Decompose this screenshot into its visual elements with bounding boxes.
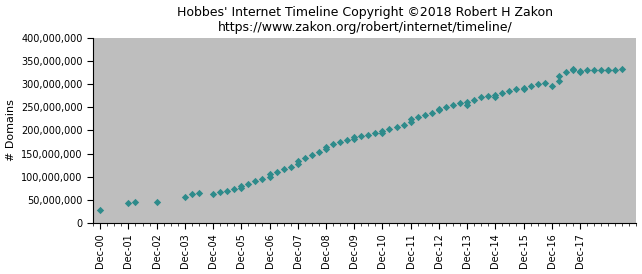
Point bbox=[392, 125, 402, 129]
Point bbox=[568, 67, 578, 71]
Point bbox=[321, 147, 331, 151]
Point bbox=[568, 68, 578, 72]
Point bbox=[300, 156, 310, 160]
Point bbox=[293, 162, 303, 166]
Point bbox=[420, 113, 430, 117]
Point bbox=[314, 150, 324, 154]
Point bbox=[222, 189, 232, 193]
Point bbox=[434, 106, 444, 111]
Point bbox=[469, 98, 480, 102]
Point bbox=[603, 68, 613, 72]
Point bbox=[483, 93, 494, 98]
Point bbox=[279, 167, 289, 172]
Point bbox=[525, 84, 535, 88]
Point bbox=[370, 130, 381, 135]
Title: Hobbes' Internet Timeline Copyright ©2018 Robert H Zakon
https://www.zakon.org/r: Hobbes' Internet Timeline Copyright ©201… bbox=[177, 5, 553, 33]
Point bbox=[519, 87, 529, 92]
Point bbox=[455, 101, 465, 105]
Point bbox=[377, 130, 388, 135]
Point bbox=[215, 190, 225, 194]
Point bbox=[208, 192, 218, 196]
Point bbox=[441, 104, 451, 109]
Point bbox=[498, 90, 508, 95]
Point bbox=[321, 144, 331, 149]
Point bbox=[286, 164, 296, 169]
Point bbox=[335, 140, 345, 144]
Point bbox=[512, 87, 522, 91]
Point bbox=[152, 200, 162, 204]
Point bbox=[610, 67, 620, 72]
Point bbox=[582, 68, 592, 73]
Point bbox=[603, 68, 613, 72]
Point bbox=[596, 67, 606, 72]
Point bbox=[505, 89, 515, 93]
Point bbox=[462, 102, 473, 107]
Point bbox=[560, 70, 571, 75]
Point bbox=[434, 108, 444, 113]
Point bbox=[95, 207, 105, 212]
Point bbox=[194, 191, 204, 195]
Point bbox=[553, 78, 564, 83]
Point bbox=[328, 142, 338, 146]
Point bbox=[356, 134, 367, 138]
Point bbox=[385, 127, 395, 132]
Point bbox=[589, 68, 599, 72]
Point bbox=[490, 95, 501, 99]
Point bbox=[236, 186, 247, 190]
Point bbox=[406, 120, 416, 124]
Point bbox=[229, 187, 239, 192]
Point bbox=[349, 136, 360, 141]
Point bbox=[413, 115, 423, 119]
Point bbox=[519, 85, 529, 90]
Point bbox=[123, 201, 134, 205]
Point bbox=[293, 159, 303, 163]
Point bbox=[180, 195, 190, 199]
Point bbox=[250, 179, 261, 184]
Point bbox=[406, 117, 416, 121]
Point bbox=[575, 69, 585, 73]
Point bbox=[539, 81, 550, 85]
Point bbox=[272, 170, 282, 174]
Y-axis label: # Domains: # Domains bbox=[6, 99, 15, 161]
Point bbox=[546, 84, 557, 89]
Point bbox=[363, 132, 374, 137]
Point bbox=[575, 70, 585, 74]
Point bbox=[377, 129, 388, 133]
Point bbox=[427, 110, 437, 115]
Point bbox=[399, 122, 409, 127]
Point bbox=[553, 74, 564, 78]
Point bbox=[236, 184, 247, 189]
Point bbox=[243, 181, 254, 186]
Point bbox=[349, 135, 360, 139]
Point bbox=[617, 67, 627, 71]
Point bbox=[265, 175, 275, 179]
Point bbox=[462, 100, 473, 104]
Point bbox=[448, 102, 458, 107]
Point bbox=[490, 92, 501, 97]
Point bbox=[342, 138, 352, 142]
Point bbox=[130, 200, 141, 204]
Point bbox=[307, 153, 317, 157]
Point bbox=[532, 82, 542, 87]
Point bbox=[265, 172, 275, 176]
Point bbox=[187, 192, 197, 196]
Point bbox=[476, 95, 487, 99]
Point bbox=[257, 177, 268, 181]
